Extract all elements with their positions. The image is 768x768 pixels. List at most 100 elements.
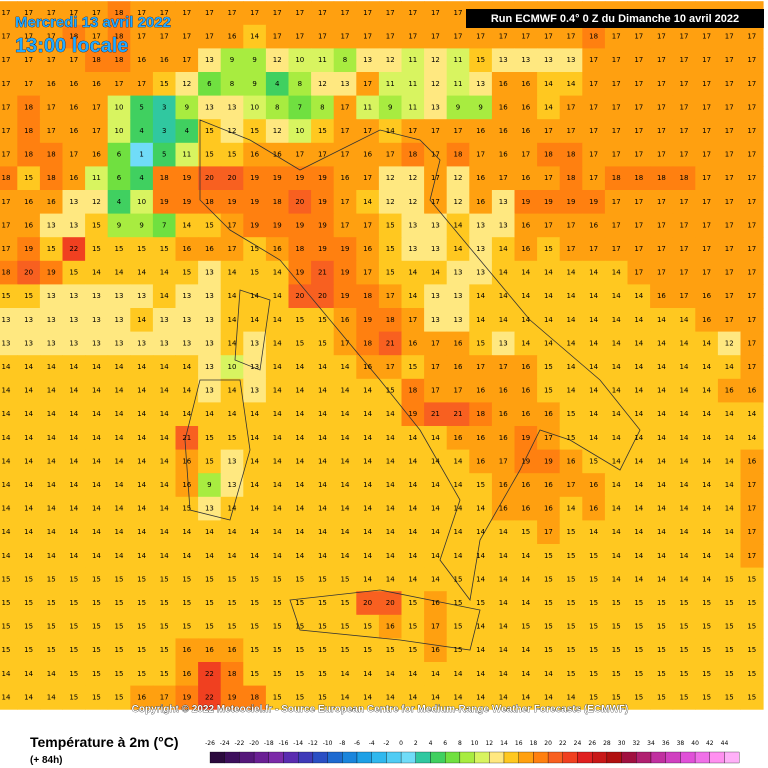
cell <box>175 237 199 262</box>
cell <box>582 402 606 427</box>
cell <box>424 142 448 167</box>
cell-value: 15 <box>250 245 259 253</box>
cell <box>0 591 18 616</box>
cell <box>62 426 86 451</box>
cell <box>85 213 109 238</box>
cell <box>333 567 357 592</box>
cell-value: 19 <box>295 174 304 182</box>
cell <box>243 449 267 474</box>
cell-value: 14 <box>567 505 576 513</box>
cell <box>198 662 222 687</box>
cell-value: 15 <box>273 646 282 654</box>
cell <box>333 685 357 710</box>
cell-value: 17 <box>47 33 56 41</box>
cell <box>650 24 674 49</box>
cell-value: 14 <box>408 481 417 489</box>
cell-value: 17 <box>386 9 395 17</box>
cell <box>717 402 741 427</box>
cell-value: 12 <box>408 198 417 206</box>
cell-value: 15 <box>567 670 576 678</box>
cell <box>62 24 86 49</box>
cell <box>288 237 312 262</box>
cell-value: 14 <box>386 670 395 678</box>
scale-swatch <box>224 751 240 764</box>
cell-value: 14 <box>92 269 101 277</box>
cell <box>559 567 583 592</box>
cell-value: 17 <box>612 198 621 206</box>
cell-value: 14 <box>115 363 124 371</box>
cell <box>62 284 86 309</box>
cell <box>446 284 470 309</box>
cell <box>604 213 628 238</box>
cell <box>198 591 222 616</box>
cell-value: 14 <box>680 410 689 418</box>
scale-swatch <box>592 751 608 764</box>
cell-value: 17 <box>634 151 643 159</box>
cell <box>175 24 199 49</box>
cell <box>537 449 561 474</box>
cell <box>198 331 222 356</box>
cell <box>107 426 131 451</box>
cell <box>559 213 583 238</box>
cell <box>243 284 267 309</box>
cell-value: 17 <box>634 198 643 206</box>
cell <box>514 95 538 120</box>
cell-value: 18 <box>69 33 78 41</box>
cell-value: 14 <box>544 103 553 111</box>
cell-value: 18 <box>476 410 485 418</box>
cell-value: 15 <box>747 599 756 607</box>
cell <box>695 308 719 333</box>
cell-value: 14 <box>47 552 56 560</box>
cell-value: 18 <box>47 174 56 182</box>
cell-value: 14 <box>521 552 530 560</box>
cell-value: 16 <box>228 646 237 654</box>
cell-value: 15 <box>612 670 621 678</box>
cell <box>333 638 357 663</box>
cell-value: 16 <box>182 670 191 678</box>
cell <box>220 544 244 569</box>
cell <box>62 662 86 687</box>
cell <box>39 544 63 569</box>
cell-value: 16 <box>521 410 530 418</box>
cell-value: 14 <box>115 434 124 442</box>
cell-value: 14 <box>363 670 372 678</box>
cell-value: 10 <box>115 103 124 111</box>
cell-value: 16 <box>47 80 56 88</box>
cell <box>559 308 583 333</box>
cell-value: 1 <box>139 151 143 159</box>
cell <box>537 119 561 144</box>
cell <box>243 638 267 663</box>
cell-value: 13 <box>137 339 146 347</box>
cell-value: 18 <box>408 387 417 395</box>
cell-value: 15 <box>137 646 146 654</box>
cell-value: 15 <box>205 599 214 607</box>
cell <box>491 284 515 309</box>
cell <box>672 260 696 285</box>
cell-value: 12 <box>273 56 282 64</box>
cell-value: 19 <box>295 269 304 277</box>
cell-value: 14 <box>680 481 689 489</box>
cell <box>311 142 335 167</box>
cell-value: 14 <box>408 552 417 560</box>
cell <box>491 567 515 592</box>
cell-value: 13 <box>92 339 101 347</box>
cell-value: 14 <box>160 387 169 395</box>
cell <box>356 48 380 73</box>
cell-value: 14 <box>702 481 711 489</box>
cell <box>17 119 41 144</box>
cell <box>717 260 741 285</box>
cell-value: 14 <box>657 363 666 371</box>
cell-value: 19 <box>341 245 350 253</box>
cell-value: 14 <box>318 505 327 513</box>
cell-value: 18 <box>295 245 304 253</box>
cell-value: 14 <box>69 552 78 560</box>
cell-value: 14 <box>2 481 11 489</box>
cell-value: 15 <box>476 339 485 347</box>
cell-value: 14 <box>92 528 101 536</box>
cell <box>265 402 289 427</box>
cell <box>85 355 109 380</box>
cell-value: 14 <box>657 387 666 395</box>
cell <box>152 355 176 380</box>
cell <box>401 614 425 639</box>
cell-value: 14 <box>680 457 689 465</box>
